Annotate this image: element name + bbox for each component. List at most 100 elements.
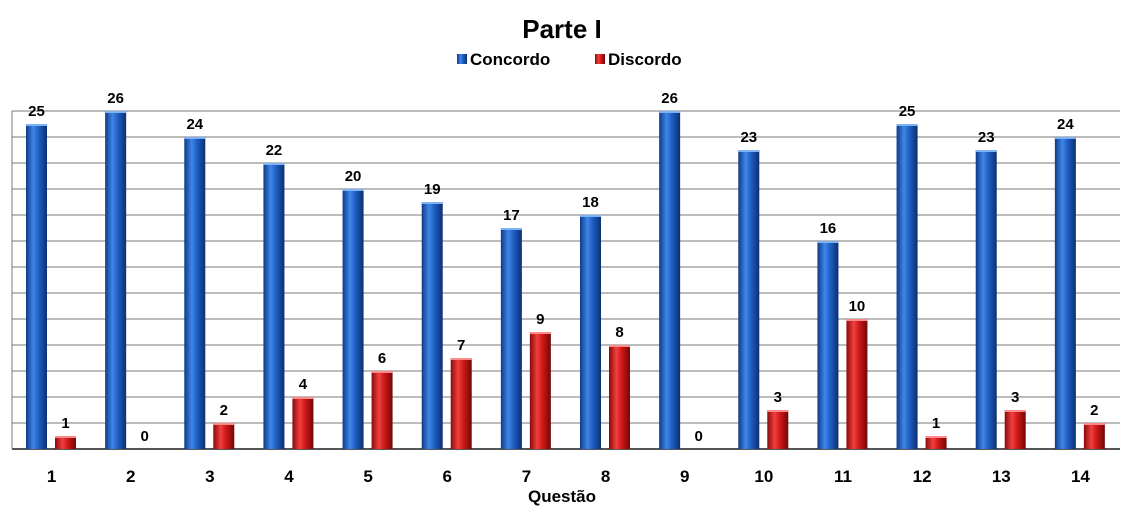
bar-top-highlight [767, 410, 789, 412]
x-tick-label: 13 [992, 467, 1011, 486]
legend: Concordo Discordo [457, 50, 682, 69]
legend-label-discordo: Discordo [608, 50, 682, 69]
data-label-discordo-6: 7 [457, 337, 465, 354]
data-label-concordo-11: 16 [820, 220, 837, 237]
bar-top-highlight [292, 397, 314, 399]
bar-top-highlight [263, 163, 285, 165]
bar-discordo-7 [529, 332, 551, 449]
x-tick-label: 11 [834, 467, 852, 486]
bar-concordo-5 [342, 189, 364, 449]
data-label-concordo-12: 25 [899, 103, 916, 120]
x-axis-title: Questão [528, 487, 596, 506]
data-label-discordo-5: 6 [378, 350, 386, 367]
x-tick-label: 5 [363, 467, 372, 486]
bar-discordo-11 [846, 319, 868, 449]
data-label-discordo-10: 3 [774, 389, 782, 406]
bar-concordo-6 [421, 202, 443, 449]
bar-concordo-4 [263, 163, 285, 449]
bar-concordo-7 [500, 228, 522, 449]
data-label-concordo-7: 17 [503, 207, 520, 224]
bar-top-highlight [846, 319, 868, 321]
bar-concordo-11 [817, 241, 839, 449]
bar-concordo-14 [1054, 137, 1076, 449]
data-label-discordo-4: 4 [299, 376, 308, 393]
bar-top-highlight [55, 436, 76, 438]
x-tick-label: 14 [1071, 467, 1090, 486]
bar-top-highlight [1004, 410, 1026, 412]
x-tick-label: 9 [680, 467, 689, 486]
data-label-discordo-9: 0 [694, 428, 702, 445]
data-label-discordo-11: 10 [849, 298, 866, 315]
x-tick-label: 10 [754, 467, 773, 486]
bar-discordo-13 [1004, 410, 1026, 449]
bar-top-highlight [213, 423, 235, 425]
bar-discordo-4 [292, 397, 314, 449]
data-label-concordo-14: 24 [1057, 116, 1074, 133]
bar-discordo-5 [371, 371, 393, 449]
data-label-concordo-13: 23 [978, 129, 995, 146]
data-labels: 2512602422242061971791882602331610251233… [28, 90, 1098, 445]
bar-discordo-8 [609, 345, 630, 449]
bar-top-highlight [896, 124, 918, 126]
bar-discordo-6 [450, 358, 472, 449]
data-label-discordo-12: 1 [932, 415, 940, 432]
x-axis-ticks: 1 2 3 4 5 6 7 8 9 10 11 12 13 14 [47, 467, 1091, 486]
bar-discordo-14 [1083, 423, 1105, 449]
bar-top-highlight [421, 202, 443, 204]
bar-top-highlight [371, 371, 393, 373]
data-label-concordo-10: 23 [740, 129, 757, 146]
bar-discordo-10 [767, 410, 789, 449]
bar-top-highlight [975, 150, 997, 152]
legend-swatch-concordo [457, 54, 467, 64]
bar-top-highlight [450, 358, 472, 360]
data-label-concordo-6: 19 [424, 181, 441, 198]
x-tick-label: 6 [443, 467, 452, 486]
bar-discordo-3 [213, 423, 235, 449]
bar-concordo-9 [659, 111, 681, 449]
bar-top-highlight [1054, 137, 1076, 139]
bar-concordo-13 [975, 150, 997, 449]
data-label-discordo-7: 9 [536, 311, 544, 328]
data-label-concordo-5: 20 [345, 168, 362, 185]
x-tick-label: 3 [205, 467, 214, 486]
bar-top-highlight [738, 150, 760, 152]
bar-concordo-1 [26, 124, 47, 449]
bar-top-highlight [1083, 423, 1105, 425]
bar-concordo-2 [105, 111, 127, 449]
legend-label-concordo: Concordo [470, 50, 550, 69]
data-label-concordo-9: 26 [661, 90, 678, 107]
x-tick-label: 7 [522, 467, 531, 486]
bar-discordo-1 [55, 436, 76, 449]
data-label-discordo-8: 8 [615, 324, 623, 341]
gridlines [11, 110, 1120, 450]
bar-concordo-12 [896, 124, 918, 449]
x-tick-label: 8 [601, 467, 610, 486]
bar-top-highlight [105, 111, 127, 113]
bar-concordo-8 [580, 215, 601, 449]
bar-concordo-3 [184, 137, 206, 449]
bar-top-highlight [500, 228, 522, 230]
bar-top-highlight [529, 332, 551, 334]
x-tick-label: 12 [913, 467, 932, 486]
data-label-concordo-2: 26 [107, 90, 124, 107]
data-label-concordo-1: 25 [28, 103, 45, 120]
chart-title: Parte I [522, 14, 602, 44]
data-label-concordo-4: 22 [266, 142, 283, 159]
bar-top-highlight [184, 137, 206, 139]
x-tick-label: 1 [47, 467, 56, 486]
bar-discordo-12 [925, 436, 947, 449]
data-label-discordo-2: 0 [140, 428, 148, 445]
bar-top-highlight [659, 111, 681, 113]
bar-top-highlight [925, 436, 947, 438]
data-label-concordo-3: 24 [186, 116, 203, 133]
data-label-discordo-1: 1 [61, 415, 69, 432]
data-label-discordo-3: 2 [220, 402, 228, 419]
bar-top-highlight [817, 241, 839, 243]
bar-top-highlight [580, 215, 601, 217]
data-label-discordo-13: 3 [1011, 389, 1019, 406]
bar-top-highlight [609, 345, 630, 347]
x-tick-label: 2 [126, 467, 135, 486]
bars [26, 111, 1105, 449]
